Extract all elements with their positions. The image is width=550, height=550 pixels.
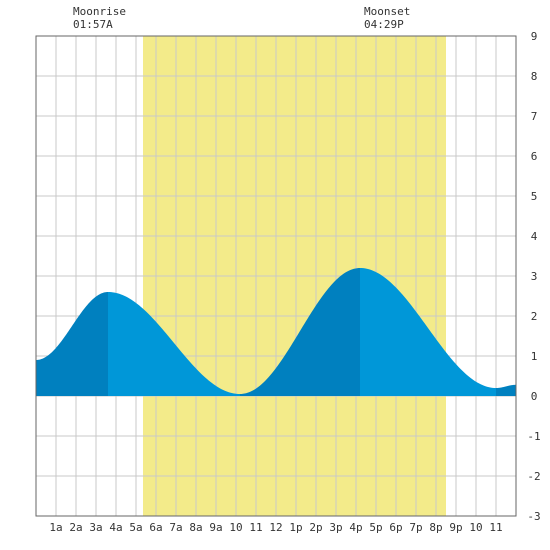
x-tick-label: 8p: [429, 521, 442, 534]
x-tick-label: 12: [269, 521, 282, 534]
tide-area-rising: [496, 384, 516, 396]
moonrise-title: Moonrise: [73, 5, 126, 18]
tide-area-rising: [240, 268, 360, 396]
x-tick-label: 1a: [49, 521, 62, 534]
x-tick-label: 7a: [169, 521, 182, 534]
moonset-label: Moonset 04:29P: [364, 5, 410, 31]
y-tick-label: 4: [531, 230, 538, 243]
tide-area-falling: [108, 292, 240, 396]
x-tick-label: 5a: [129, 521, 142, 534]
tide-area-rising: [36, 292, 108, 396]
grid-layer: [36, 36, 516, 516]
x-tick-label: 1p: [289, 521, 302, 534]
x-tick-label: 9p: [449, 521, 462, 534]
y-tick-label: -1: [527, 430, 540, 443]
x-tick-label: 9a: [209, 521, 222, 534]
x-tick-label: 3a: [89, 521, 102, 534]
y-tick-label: 8: [531, 70, 538, 83]
y-tick-label: 0: [531, 390, 538, 403]
y-tick-label: 1: [531, 350, 538, 363]
x-tick-label: 6p: [389, 521, 402, 534]
moonset-time: 04:29P: [364, 18, 404, 31]
plot-frame: [35, 35, 517, 517]
x-tick-label: 10: [469, 521, 482, 534]
x-tick-label: 10: [229, 521, 242, 534]
x-tick-label: 3p: [329, 521, 342, 534]
tide-area-falling: [360, 268, 496, 396]
y-tick-label: -2: [527, 470, 540, 483]
x-tick-label: 5p: [369, 521, 382, 534]
x-axis: 1a 2a 3a 4a 5a 6a 7a 8a 9a 10 11 12 1p 2p 3p 4p 5p 6p 7p 8p…: [49, 521, 502, 534]
y-tick-label: 5: [531, 190, 538, 203]
x-tick-label: 2p: [309, 521, 322, 534]
y-tick-label: 9: [531, 30, 538, 43]
moonrise-label: Moonrise 01:57A: [73, 5, 126, 31]
y-tick-label: 6: [531, 150, 538, 163]
y-tick-label: 7: [531, 110, 538, 123]
x-tick-label: 7p: [409, 521, 422, 534]
x-tick-label: 6a: [149, 521, 162, 534]
y-tick-label: -3: [527, 510, 540, 523]
x-tick-label: 4a: [109, 521, 122, 534]
y-tick-label: 2: [531, 310, 538, 323]
x-tick-label: 4p: [349, 521, 362, 534]
x-tick-label: 2a: [69, 521, 82, 534]
x-tick-label: 11: [489, 521, 502, 534]
tide-layer: [36, 268, 516, 396]
x-tick-label: 11: [249, 521, 262, 534]
moonset-title: Moonset: [364, 5, 411, 18]
y-tick-label: 3: [531, 270, 538, 283]
x-tick-label: 8a: [189, 521, 202, 534]
y-axis: -3 -2 -1 0 1 2 3 4 5 6 7 8 9: [527, 30, 540, 523]
moonrise-time: 01:57A: [73, 18, 113, 31]
